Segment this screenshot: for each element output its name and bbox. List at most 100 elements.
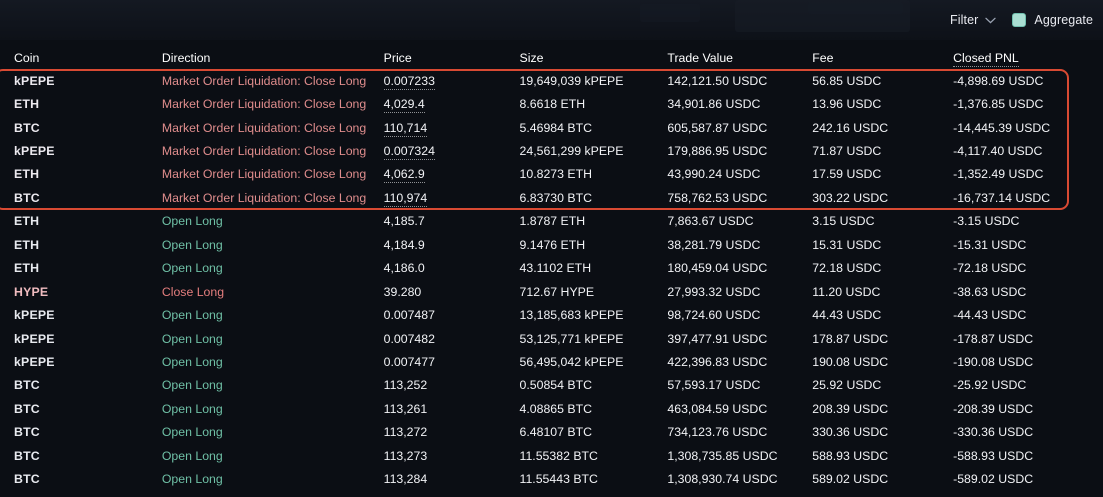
cell-price: 110,974 xyxy=(383,190,428,207)
cell-price: 4,186.0 xyxy=(383,261,425,276)
cell-trade-value: 57,593.17 USDC xyxy=(667,378,761,393)
table-row[interactable]: kPEPE Market Order Liquidation: Close Lon… xyxy=(0,139,1103,162)
cell-size: 8.6618 ETH xyxy=(519,97,586,112)
cell-size: 6.83730 BTC xyxy=(519,190,592,205)
cell-fee: 178.87 USDC xyxy=(812,331,889,346)
table-row[interactable]: ETH Open Long 4,186.0 43.1102 ETH 180,459.04… xyxy=(0,257,1103,280)
table-row[interactable]: ETH Open Long 4,185.7 1.8787 ETH 7,863.67 US… xyxy=(0,210,1103,233)
cell-closed-pnl: -38.63 USDC xyxy=(953,284,1027,299)
cell-size: 43.1102 ETH xyxy=(519,261,592,276)
cell-size: 11.55382 BTC xyxy=(519,448,598,463)
table-row[interactable]: ETH Market Order Liquidation: Close Long 4… xyxy=(0,163,1103,186)
column-header-fee[interactable]: Fee xyxy=(812,51,834,65)
cell-direction: Market Order Liquidation: Close Long xyxy=(161,73,367,88)
cell-coin: kPEPE xyxy=(14,144,55,159)
table-row[interactable]: HYPE Close Long 39.280 712.67 HYPE 27,993.32… xyxy=(0,280,1103,303)
cell-price: 0.007487 xyxy=(383,308,435,323)
cell-direction: Market Order Liquidation: Close Long xyxy=(161,167,367,182)
column-header-price[interactable]: Price xyxy=(383,51,412,65)
cell-closed-pnl: -15.31 USDC xyxy=(953,237,1027,252)
column-header-trade-value[interactable]: Trade Value xyxy=(667,51,734,65)
cell-size: 53,125,771 kPEPE xyxy=(519,331,624,346)
cell-direction: Open Long xyxy=(161,472,223,487)
cell-direction: Open Long xyxy=(161,261,223,276)
filter-button[interactable]: Filter xyxy=(950,13,997,27)
cell-coin: kPEPE xyxy=(14,308,55,323)
table-row[interactable]: ETH Market Order Liquidation: Close Long 4… xyxy=(0,92,1103,115)
cell-trade-value: 180,459.04 USDC xyxy=(667,261,768,276)
cell-size: 11.55443 BTC xyxy=(519,472,598,487)
cell-fee: 588.93 USDC xyxy=(812,448,889,463)
ghost-panel-3 xyxy=(808,2,903,14)
table-row[interactable]: BTC Open Long 113,272 6.48107 BTC 734,123.76… xyxy=(0,421,1103,444)
cell-fee: 242.16 USDC xyxy=(812,120,889,135)
cell-trade-value: 463,084.59 USDC xyxy=(667,401,768,416)
table-row[interactable]: BTC Open Long 113,284 11.55443 BTC 1,308,930… xyxy=(0,467,1103,490)
cell-size: 9.1476 ETH xyxy=(519,237,586,252)
cell-direction: Market Order Liquidation: Close Long xyxy=(161,97,367,112)
table-toolbar: Filter Aggregate xyxy=(950,13,1093,27)
cell-fee: 44.43 USDC xyxy=(812,308,882,323)
table-row[interactable]: BTC Market Order Liquidation: Close Long 1… xyxy=(0,116,1103,139)
column-header-coin[interactable]: Coin xyxy=(14,51,40,65)
aggregate-checkbox[interactable] xyxy=(1012,13,1027,27)
cell-direction: Open Long xyxy=(161,331,223,346)
chevron-down-icon xyxy=(985,17,997,23)
table-header-row: Coin Direction Price Size Trade Value Fe… xyxy=(0,47,1103,69)
table-row[interactable]: kPEPE Market Order Liquidation: Close Lon… xyxy=(0,69,1103,92)
aggregate-label: Aggregate xyxy=(1034,13,1093,27)
cell-price: 0.007477 xyxy=(383,354,435,369)
cell-coin: kPEPE xyxy=(14,73,55,88)
cell-direction: Market Order Liquidation: Close Long xyxy=(161,190,367,205)
cell-fee: 330.36 USDC xyxy=(812,425,889,440)
cell-closed-pnl: -4,898.69 USDC xyxy=(953,73,1044,88)
cell-trade-value: 38,281.79 USDC xyxy=(667,237,761,252)
cell-closed-pnl: -1,352.49 USDC xyxy=(953,167,1044,182)
table-row[interactable]: BTC Open Long 113,252 0.50854 BTC 57,593.17 … xyxy=(0,374,1103,397)
cell-coin: BTC xyxy=(14,472,40,487)
cell-closed-pnl: -14,445.39 USDC xyxy=(953,120,1051,135)
cell-price: 113,284 xyxy=(383,472,428,487)
cell-coin: BTC xyxy=(14,448,40,463)
cell-direction: Market Order Liquidation: Close Long xyxy=(161,144,367,159)
cell-fee: 13.96 USDC xyxy=(812,97,882,112)
cell-closed-pnl: -3.15 USDC xyxy=(953,214,1020,229)
cell-price: 113,273 xyxy=(383,448,428,463)
ghost-panel-2 xyxy=(640,4,700,22)
cell-fee: 25.92 USDC xyxy=(812,378,882,393)
table-row[interactable]: BTC Open Long 113,261 4.08865 BTC 463,084.59… xyxy=(0,397,1103,420)
table-row[interactable]: kPEPE Open Long 0.007477 56,495,042 kPEPE 42… xyxy=(0,350,1103,373)
cell-fee: 190.08 USDC xyxy=(812,354,889,369)
cell-trade-value: 34,901.86 USDC xyxy=(667,97,761,112)
cell-direction: Open Long xyxy=(161,378,223,393)
table-row[interactable]: BTC Market Order Liquidation: Close Long 1… xyxy=(0,186,1103,209)
cell-size: 5.46984 BTC xyxy=(519,120,592,135)
cell-direction: Close Long xyxy=(161,284,225,299)
cell-closed-pnl: -190.08 USDC xyxy=(953,354,1034,369)
cell-closed-pnl: -44.43 USDC xyxy=(953,308,1027,323)
cell-price: 0.007482 xyxy=(383,331,435,346)
cell-price: 0.007233 xyxy=(383,73,435,90)
aggregate-toggle[interactable]: Aggregate xyxy=(1012,13,1093,27)
cell-fee: 71.87 USDC xyxy=(812,144,882,159)
table-row[interactable]: kPEPE Open Long 0.007487 13,185,683 kPEPE 98… xyxy=(0,303,1103,326)
cell-direction: Open Long xyxy=(161,308,223,323)
table-body: kPEPE Market Order Liquidation: Close Lon… xyxy=(0,69,1103,491)
table-row[interactable]: BTC Open Long 113,273 11.55382 BTC 1,308,735… xyxy=(0,444,1103,467)
cell-coin: BTC xyxy=(14,425,40,440)
window-top-chrome xyxy=(0,0,1103,40)
cell-fee: 208.39 USDC xyxy=(812,401,889,416)
table-row[interactable]: kPEPE Open Long 0.007482 53,125,771 kPEPE 39… xyxy=(0,327,1103,350)
column-header-direction[interactable]: Direction xyxy=(161,51,211,65)
cell-closed-pnl: -72.18 USDC xyxy=(953,261,1027,276)
cell-trade-value: 142,121.50 USDC xyxy=(667,73,768,88)
column-header-size[interactable]: Size xyxy=(519,51,544,65)
cell-price: 113,261 xyxy=(383,401,428,416)
cell-direction: Open Long xyxy=(161,425,223,440)
cell-coin: ETH xyxy=(14,214,40,229)
column-header-closed-pnl[interactable]: Closed PNL xyxy=(953,51,1019,67)
table-row[interactable]: ETH Open Long 4,184.9 9.1476 ETH 38,281.79 U… xyxy=(0,233,1103,256)
cell-coin: BTC xyxy=(14,190,40,205)
cell-direction: Market Order Liquidation: Close Long xyxy=(161,120,367,135)
cell-size: 0.50854 BTC xyxy=(519,378,592,393)
